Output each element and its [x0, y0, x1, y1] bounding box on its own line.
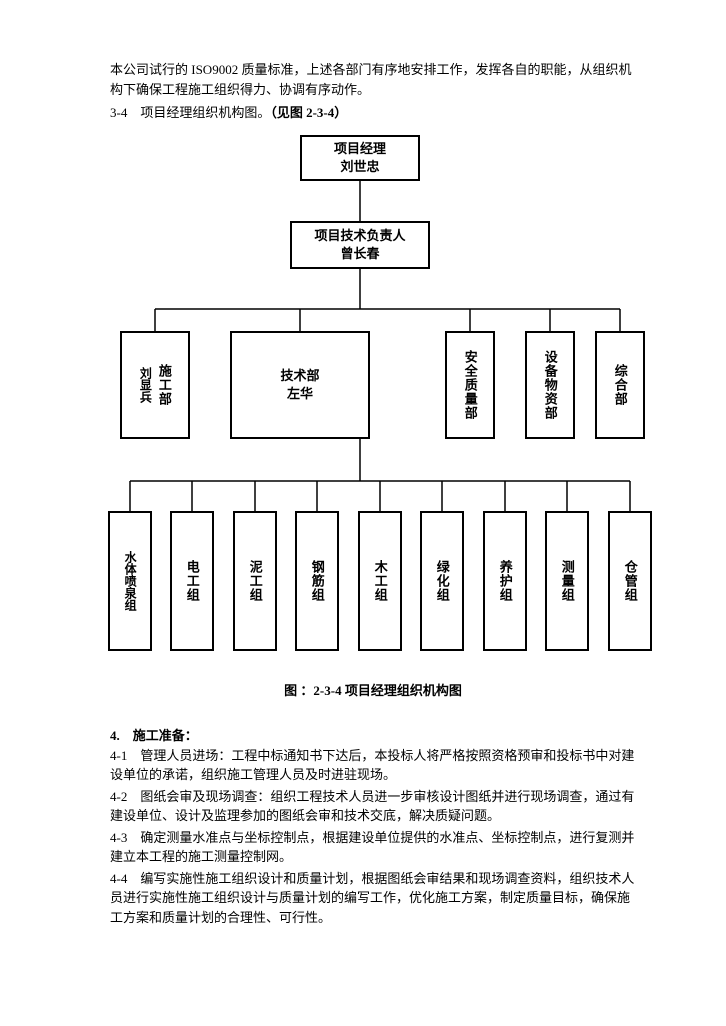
node-team-8: 仓管组 — [608, 511, 652, 651]
team-1: 电工组 — [183, 560, 201, 602]
node-tech-dept: 技术部 左华 — [230, 331, 370, 439]
team-8: 仓管组 — [621, 560, 639, 602]
team-6: 养护组 — [496, 560, 514, 602]
node-team-3: 钢筋组 — [295, 511, 339, 651]
node-team-7: 测量组 — [545, 511, 589, 651]
node-general-dept: 综合部 — [595, 331, 645, 439]
team-2: 泥工组 — [246, 560, 264, 602]
section-4-3: 4-3 确定测量水准点与坐标控制点，根据建设单位提供的水准点、坐标控制点，进行复… — [110, 828, 636, 867]
team-0: 水体喷泉组 — [122, 551, 138, 611]
pm-title: 项目经理 — [334, 140, 386, 158]
team-4: 木工组 — [371, 560, 389, 602]
node-team-1: 电工组 — [170, 511, 214, 651]
section-4-4: 4-4 编写实施性施工组织设计和质量计划，根据图纸会审结果和现场调查资料，组织技… — [110, 869, 636, 928]
safety-quality-text: 安全质量部 — [461, 350, 479, 420]
node-team-4: 木工组 — [358, 511, 402, 651]
node-tech-lead: 项目技术负责人 曾长春 — [290, 221, 430, 269]
team-7: 测量组 — [558, 560, 576, 602]
construction-dept: 施工部 — [155, 364, 173, 406]
node-safety-quality-dept: 安全质量部 — [445, 331, 495, 439]
tech-lead-title: 项目技术负责人 — [314, 227, 405, 245]
node-equipment-dept: 设备物资部 — [525, 331, 575, 439]
construction-name: 刘显兵 — [137, 367, 153, 403]
node-team-6: 养护组 — [483, 511, 527, 651]
node-project-manager: 项目经理 刘世忠 — [300, 135, 420, 181]
tech-dept-name: 左华 — [280, 385, 319, 403]
team-5: 绿化组 — [433, 560, 451, 602]
intro-paragraph-2: 3-4 项目经理组织机构图。（见图 2-3-4） — [110, 103, 636, 123]
section-4-2: 4-2 图纸会审及现场调查：组织工程技术人员进一步审核设计图纸并进行现场调查，通… — [110, 787, 636, 826]
org-chart: 项目经理 刘世忠 项目技术负责人 曾长春 刘显兵 施工部 技术部 左华 安 — [100, 131, 660, 671]
page: 本公司试行的 ISO9002 质量标准，上述各部门有序地安排工作，发挥各自的职能… — [0, 0, 726, 969]
intro-line2-prefix: 3-4 项目经理组织机构图。 — [110, 105, 270, 120]
pm-name: 刘世忠 — [334, 158, 386, 176]
team-3: 钢筋组 — [308, 560, 326, 602]
general-text: 综合部 — [611, 364, 629, 406]
section-4-1: 4-1 管理人员进场：工程中标通知书下达后，本投标人将严格按照资格预审和投标书中… — [110, 746, 636, 785]
node-construction-dept: 刘显兵 施工部 — [120, 331, 190, 439]
figure-caption: 图 ：2-3-4 项目经理组织机构图 — [110, 681, 636, 701]
node-team-5: 绿化组 — [420, 511, 464, 651]
node-team-0: 水体喷泉组 — [108, 511, 152, 651]
tech-lead-name: 曾长春 — [314, 245, 405, 263]
tech-dept-title: 技术部 — [280, 367, 319, 385]
intro-line2-bold: （见图 2-3-4） — [270, 105, 347, 120]
intro-paragraph-1: 本公司试行的 ISO9002 质量标准，上述各部门有序地安排工作，发挥各自的职能… — [110, 60, 636, 99]
equipment-text: 设备物资部 — [541, 350, 559, 420]
node-team-2: 泥工组 — [233, 511, 277, 651]
section-4-head: 4. 施工准备： — [110, 726, 636, 746]
